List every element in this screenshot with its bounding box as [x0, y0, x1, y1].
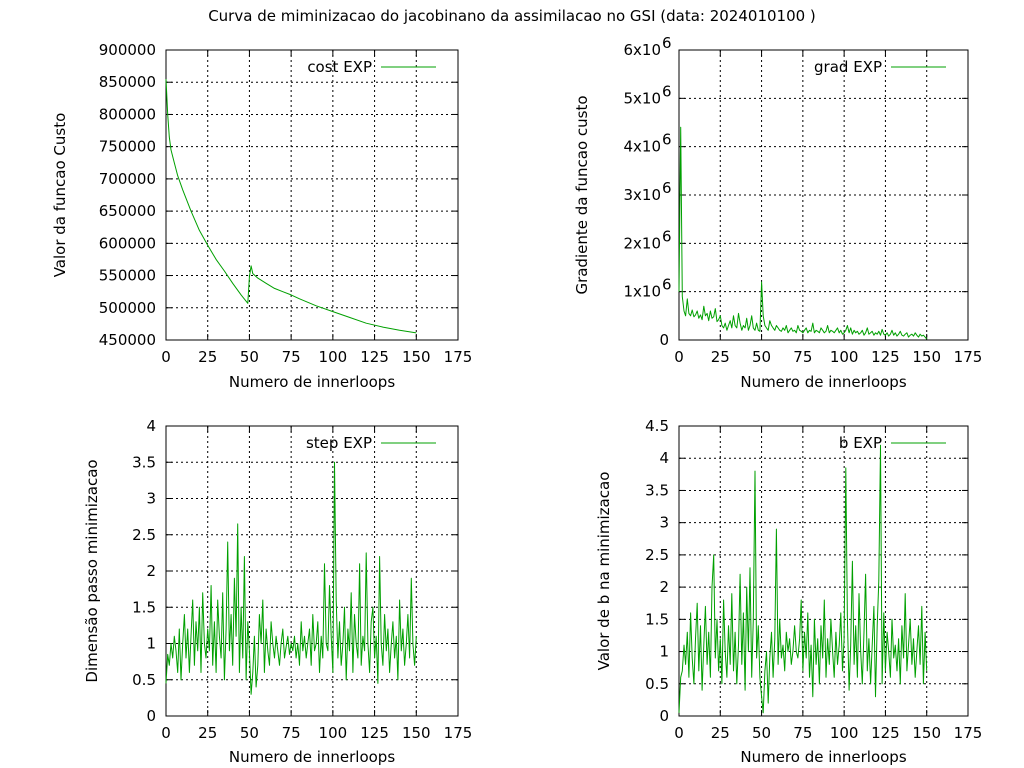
- x-axis-label: Numero de innerloops: [740, 748, 906, 766]
- y-tick-label: 450000: [99, 331, 156, 349]
- y-tick-label: 0.5: [645, 675, 669, 693]
- y-tick-label: 800000: [99, 105, 156, 123]
- legend-label: step EXP: [306, 434, 372, 452]
- panel-cost-chart: 0 25 50 75 100 125 150 175 450000 500000 550000 600…: [51, 41, 472, 391]
- y-tick-label: 750000: [99, 138, 156, 156]
- x-tick-label: 175: [444, 348, 473, 366]
- x-tick-label: 25: [711, 348, 730, 366]
- y-tick-label: 0: [659, 707, 669, 725]
- x-tick-label: 125: [360, 724, 389, 742]
- y-tick-label: 650000: [99, 202, 156, 220]
- x-tick-label: 175: [954, 724, 983, 742]
- x-tick-label: 150: [912, 724, 941, 742]
- series-line-grad: [678, 126, 928, 340]
- x-tick-label: 75: [793, 724, 812, 742]
- y-tick-label: 2.5: [645, 546, 669, 564]
- plot-frame: [678, 425, 969, 717]
- y-tick-label: 1x10: [623, 283, 661, 301]
- y-tick-label: 3.5: [132, 453, 156, 471]
- y-tick-label: 0: [659, 331, 669, 349]
- y-tick-exponent: 6: [662, 34, 672, 52]
- x-axis-label: Numero de innerloops: [740, 373, 906, 391]
- y-tick-label: 2x10: [623, 234, 661, 252]
- y-tick-label: 2: [146, 562, 156, 580]
- y-tick-label: 1: [659, 643, 669, 661]
- plot-frame: [165, 49, 459, 341]
- y-tick-exponent: 6: [662, 179, 672, 197]
- x-tick-label: 0: [674, 348, 684, 366]
- y-tick-label: 500000: [99, 299, 156, 317]
- series-line-b: [678, 444, 928, 714]
- x-tick-label: 125: [360, 348, 389, 366]
- y-tick-label: 1.5: [132, 598, 156, 616]
- legend-label: cost EXP: [307, 58, 372, 76]
- y-tick-label: 4: [659, 449, 669, 467]
- y-axis-label: Valor da funcao Custo: [51, 113, 69, 278]
- y-tick-label: 1: [146, 635, 156, 653]
- x-tick-label: 175: [444, 724, 473, 742]
- y-tick-label: 4: [146, 417, 156, 435]
- y-tick-label: 0.5: [132, 671, 156, 689]
- x-tick-label: 75: [282, 348, 301, 366]
- series-line-step: [165, 461, 417, 695]
- y-tick-exponent: 6: [662, 276, 672, 294]
- x-tick-label: 75: [282, 724, 301, 742]
- x-axis-label: Numero de innerloops: [229, 373, 395, 391]
- x-tick-label: 0: [161, 724, 171, 742]
- x-tick-label: 50: [240, 348, 259, 366]
- x-tick-label: 125: [871, 348, 900, 366]
- x-tick-label: 150: [402, 348, 431, 366]
- series-line-cost: [165, 78, 417, 334]
- y-tick-exponent: 6: [662, 131, 672, 149]
- x-tick-label: 25: [198, 348, 217, 366]
- x-tick-label: 50: [752, 724, 771, 742]
- y-axis-label: Dimensão passo minimizacao: [83, 459, 101, 682]
- x-tick-label: 100: [319, 348, 348, 366]
- y-axis-label: Valor de b na minimizacao: [595, 472, 613, 671]
- y-tick-label: 3: [659, 514, 669, 532]
- y-tick-exponent: 6: [662, 227, 672, 245]
- y-tick-label: 0: [146, 707, 156, 725]
- x-tick-label: 100: [830, 348, 859, 366]
- x-tick-label: 100: [319, 724, 348, 742]
- y-tick-label: 850000: [99, 73, 156, 91]
- y-tick-label: 700000: [99, 170, 156, 188]
- x-tick-label: 25: [198, 724, 217, 742]
- y-tick-label: 600000: [99, 234, 156, 252]
- y-tick-label: 4.5: [645, 417, 669, 435]
- panel-b-chart: 0 25 50 75 100 125 150 175 0 0.5 1 1.5 2 2.5 3 3.5 4 4.5 N…: [595, 417, 982, 766]
- y-axis-label: Gradiente da funcao custo: [573, 95, 591, 294]
- y-tick-label: 3x10: [623, 186, 661, 204]
- y-tick-label: 2.5: [132, 526, 156, 544]
- x-tick-label: 100: [830, 724, 859, 742]
- x-tick-label: 75: [793, 348, 812, 366]
- x-tick-label: 150: [912, 348, 941, 366]
- x-tick-label: 150: [402, 724, 431, 742]
- x-tick-label: 50: [752, 348, 771, 366]
- legend-label: grad EXP: [814, 58, 882, 76]
- y-tick-label: 550000: [99, 267, 156, 285]
- y-tick-label: 4x10: [623, 138, 661, 156]
- panel-step-chart: 0 25 50 75 100 125 150 175 0 0.5 1 1.5 2 2.5 3 3.5 4 Nume…: [83, 417, 472, 766]
- y-tick-label: 5x10: [623, 89, 661, 107]
- y-tick-label: 900000: [99, 41, 156, 59]
- figure-title: Curva de miminizacao do jacobinano da as…: [208, 7, 816, 25]
- legend-label: b EXP: [839, 434, 882, 452]
- x-tick-label: 50: [240, 724, 259, 742]
- x-axis-label: Numero de innerloops: [229, 748, 395, 766]
- y-tick-label: 6x10: [623, 41, 661, 59]
- x-tick-label: 0: [674, 724, 684, 742]
- y-tick-label: 3.5: [645, 481, 669, 499]
- x-tick-label: 175: [954, 348, 983, 366]
- x-tick-label: 25: [711, 724, 730, 742]
- y-tick-label: 1.5: [645, 610, 669, 628]
- y-tick-label: 3: [146, 490, 156, 508]
- x-tick-label: 125: [871, 724, 900, 742]
- y-tick-label: 2: [659, 578, 669, 596]
- y-tick-exponent: 6: [662, 82, 672, 100]
- x-tick-label: 0: [161, 348, 171, 366]
